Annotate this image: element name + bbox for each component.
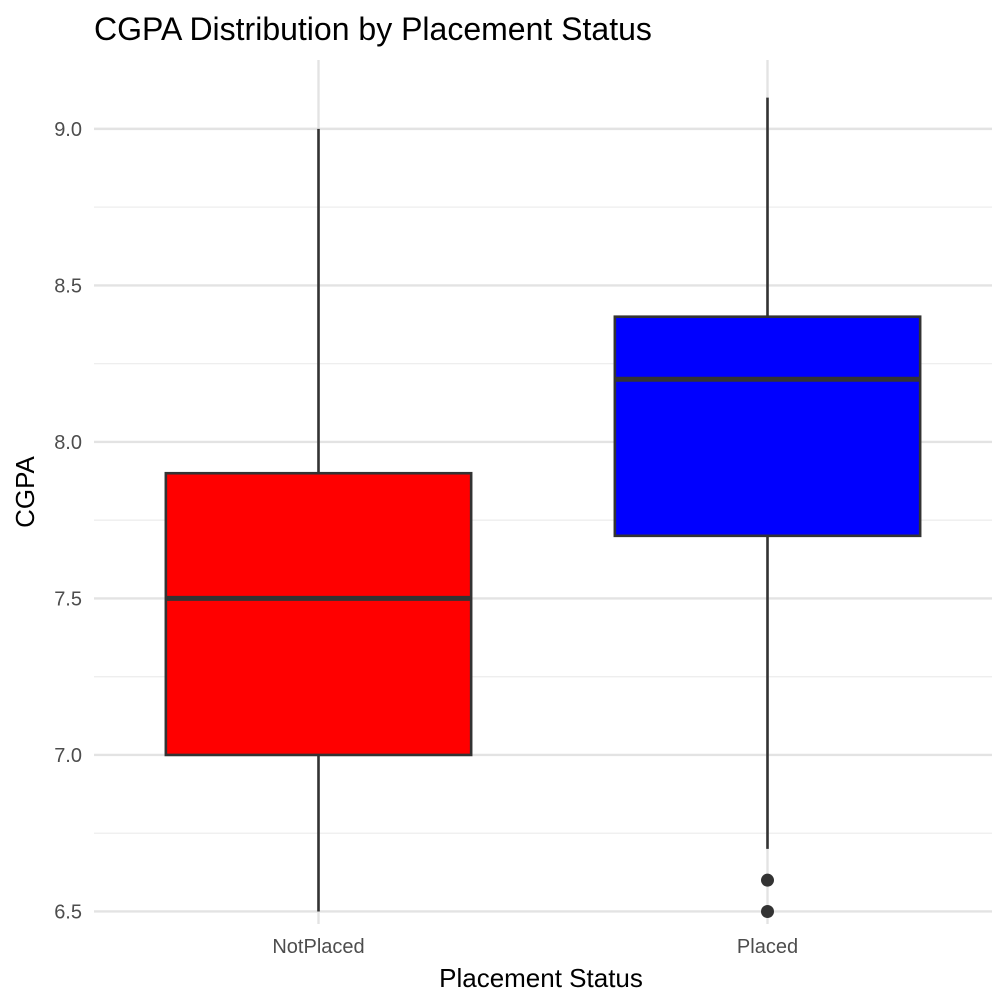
outlier-point xyxy=(761,904,774,918)
y-tick-label: 6.5 xyxy=(54,901,82,923)
y-tick-label: 7.5 xyxy=(54,588,82,610)
y-tick-label: 8.0 xyxy=(54,432,82,454)
x-tick-label: Placed xyxy=(737,936,798,958)
y-tick-label: 8.5 xyxy=(54,275,82,297)
y-tick-label: 7.0 xyxy=(54,745,82,767)
x-tick-label: NotPlaced xyxy=(272,936,364,958)
y-tick-label: 9.0 xyxy=(54,119,82,141)
box-layer xyxy=(164,97,922,918)
chart-title: CGPA Distribution by Placement Status xyxy=(94,11,652,47)
x-axis-title: Placement Status xyxy=(439,963,643,993)
iqr-box xyxy=(613,315,922,538)
outlier-point xyxy=(761,873,774,887)
y-axis-title: CGPA xyxy=(10,455,40,527)
tick-layer: 6.5 7.0 7.5 8.0 8.5 9.0 NotPlaced Placed xyxy=(54,119,798,958)
box-placed xyxy=(613,97,922,918)
iqr-box xyxy=(164,471,473,757)
box-notplaced xyxy=(164,128,473,912)
